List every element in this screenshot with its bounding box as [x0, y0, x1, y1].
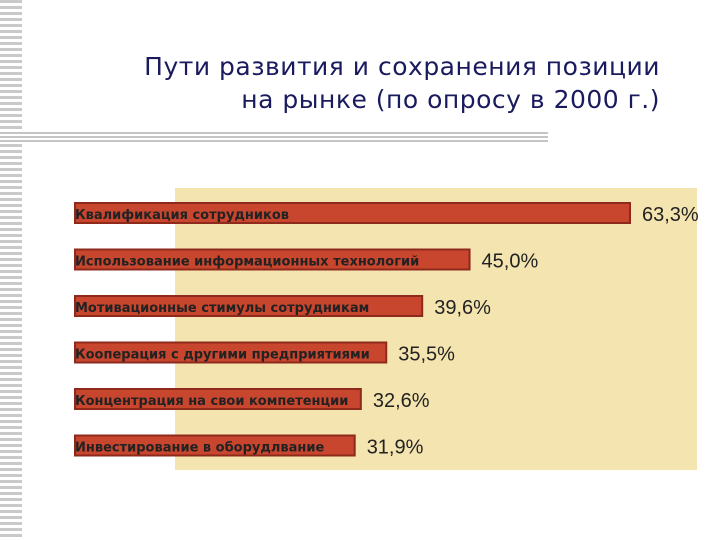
chart-background-panel	[175, 188, 697, 470]
bar-category-label: Квалификация сотрудников	[75, 208, 289, 223]
bar-category-label: Кооперация с другими предприятиями	[75, 348, 370, 363]
bar-category-label: Инвестирование в оборудлвание	[75, 441, 325, 456]
bar-category-label: Концентрация на свои компетенции	[75, 394, 348, 409]
bar-6	[74, 434, 356, 457]
bar-value-label: 45,0%	[482, 251, 539, 273]
bar-value-label: 35,5%	[398, 344, 455, 366]
bar-category-label: Использование информационных технологий	[75, 255, 419, 270]
bar-3	[74, 295, 424, 317]
bar-5	[74, 388, 362, 410]
bar-value-label: 63,3%	[642, 204, 699, 226]
bar-value-label: 39,6%	[434, 297, 491, 319]
bar-4	[74, 341, 388, 364]
bar-value-label: 32,6%	[373, 390, 430, 412]
title-line-1: Пути развития и сохранения позиции	[144, 52, 660, 81]
bar-value-label: 31,9%	[367, 437, 424, 459]
bar-2	[74, 248, 471, 271]
bar-category-label: Мотивационные стимулы сотрудникам	[75, 301, 369, 316]
title-line-2: на рынке (по опросу в 2000 г.)	[241, 85, 660, 114]
bar-1	[74, 202, 631, 224]
title-underline-stripes	[0, 132, 548, 142]
slide-title: Пути развития и сохранения позиции на ры…	[60, 50, 700, 116]
